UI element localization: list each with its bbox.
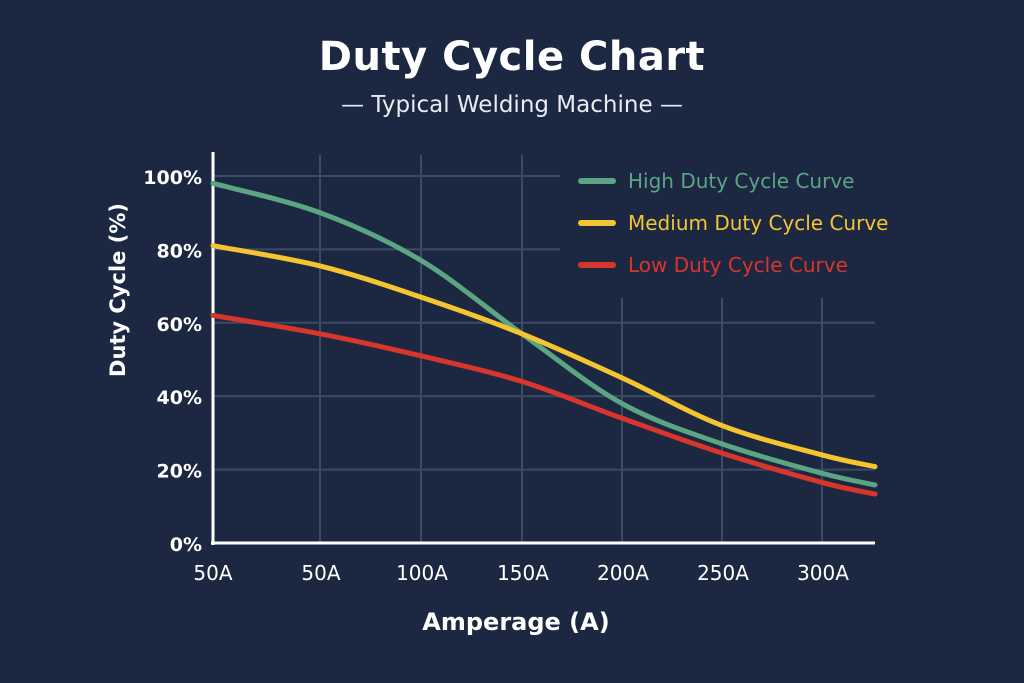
legend-item-medium: Medium Duty Cycle Curve	[578, 202, 888, 244]
x-tick-label: 200A	[597, 561, 649, 585]
y-tick-label: 60%	[157, 314, 202, 336]
x-tick-label: 50A	[301, 561, 340, 585]
y-tick-label: 100%	[143, 167, 202, 189]
legend-swatch	[578, 262, 616, 268]
legend-swatch	[578, 178, 616, 184]
legend-label: High Duty Cycle Curve	[628, 169, 855, 193]
x-tick-label: 150A	[497, 561, 549, 585]
y-tick-label: 40%	[157, 387, 202, 409]
chart-title: Duty Cycle Chart	[318, 34, 706, 80]
series-line-1	[210, 243, 878, 470]
y-tick-label: 80%	[157, 240, 202, 262]
legend-swatch	[578, 220, 616, 226]
legend-label: Low Duty Cycle Curve	[628, 253, 848, 277]
x-tick-label: 50A	[193, 561, 232, 585]
legend-item-low: Low Duty Cycle Curve	[578, 244, 888, 286]
series-line-0	[210, 180, 878, 488]
x-tick-label: 300A	[797, 561, 849, 585]
legend-item-high: High Duty Cycle Curve	[578, 160, 888, 202]
y-tick-label: 0%	[170, 534, 202, 556]
x-tick-label: 250A	[697, 561, 749, 585]
y-tick-label: 20%	[157, 461, 202, 483]
x-tick-label: 100A	[396, 561, 448, 585]
series-line-2	[210, 312, 878, 497]
chart-subtitle: — Typical Welding Machine —	[341, 92, 683, 118]
x-axis-label: Amperage (A)	[422, 608, 610, 636]
legend-label: Medium Duty Cycle Curve	[628, 211, 889, 235]
legend: High Duty Cycle Curve Medium Duty Cycle …	[578, 160, 888, 286]
